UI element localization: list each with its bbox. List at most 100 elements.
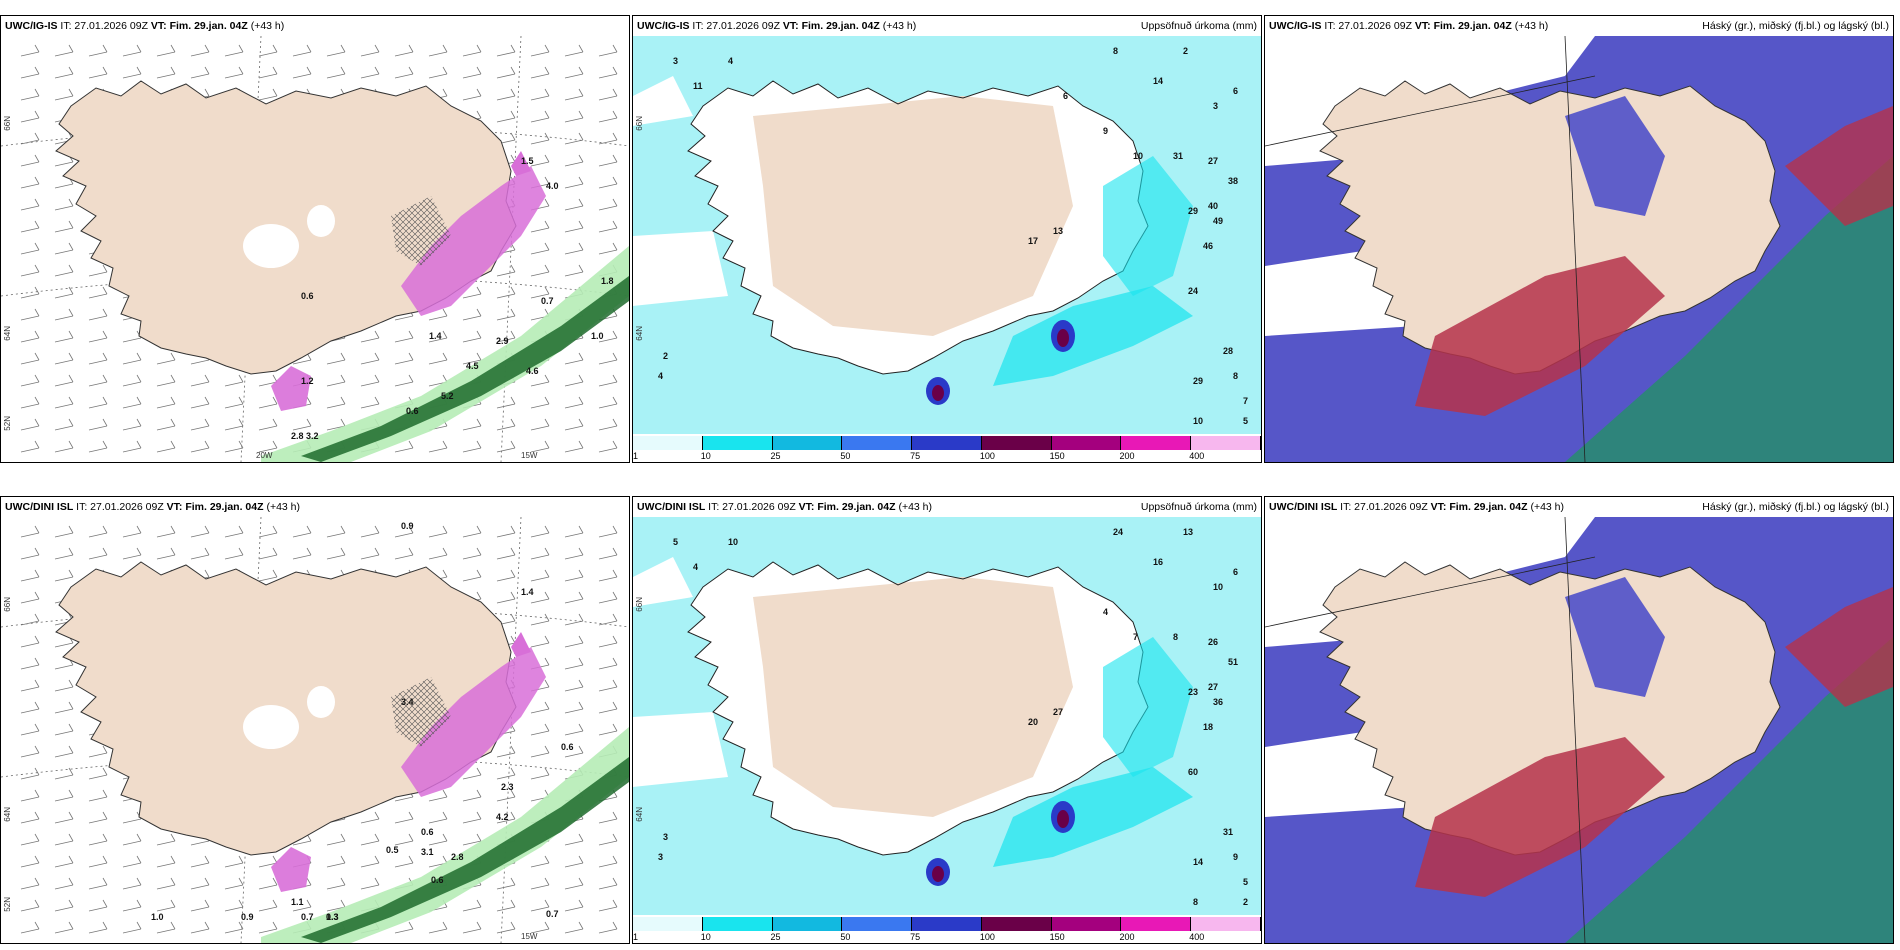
longitude-label: 15W	[521, 451, 538, 460]
colorbar-swatch	[842, 436, 913, 450]
colorbar-swatch	[842, 917, 913, 931]
map-value-label: 6	[1233, 567, 1239, 577]
map-value-label: 3.1	[421, 847, 434, 857]
map-value-label: 49	[1213, 216, 1224, 226]
map-value-label: 38	[1228, 176, 1239, 186]
colorbar-tick-label: 25	[770, 451, 781, 461]
map-value-label: 9	[1103, 126, 1109, 136]
panel-header: UWC/IG-IS IT: 27.01.2026 09Z VT: Fim. 29…	[1, 16, 629, 36]
map-value-label: 7	[1243, 396, 1249, 406]
init-time: IT: 27.01.2026 09Z	[1337, 501, 1431, 513]
map-value-label: 2.3	[501, 782, 514, 792]
precip-map	[633, 36, 1261, 462]
map-value-label: 1.4	[521, 587, 534, 597]
map-canvas	[1265, 36, 1893, 462]
colorbar-swatch	[1051, 436, 1122, 450]
map-value-label: 2	[663, 351, 669, 361]
map-value-label: 20	[1028, 717, 1039, 727]
map-value-label: 29	[1193, 376, 1204, 386]
colorbar-tick-label: 200	[1119, 932, 1135, 942]
map-value-label: 24	[1188, 286, 1199, 296]
map-value-label: 10	[728, 537, 739, 547]
lead-time: (+43 h)	[263, 501, 301, 513]
map-value-label: 4.2	[496, 812, 509, 822]
map-value-label: 18	[1203, 722, 1214, 732]
map-value-label: 27	[1053, 707, 1064, 717]
map-value-label: 1.5	[521, 156, 534, 166]
panel-title: Uppsöfnuð úrkoma (mm)	[1140, 20, 1257, 32]
latitude-label: 66N	[3, 116, 12, 131]
panel-5: UWC/DINI ISL IT: 27.01.2026 09Z VT: Fim.…	[1264, 496, 1894, 944]
valid-time: VT: Fim. 29.jan. 04Z	[150, 20, 248, 32]
colorbar-tick-label: 10	[700, 932, 711, 942]
valid-time: VT: Fim. 29.jan. 04Z	[798, 501, 896, 513]
lead-time: (+43 h)	[1527, 501, 1565, 513]
colorbar-swatch	[912, 917, 982, 931]
map-value-label: 1.0	[591, 331, 604, 341]
map-value-label: 10	[1133, 151, 1144, 161]
map-value-label: 5.2	[441, 391, 454, 401]
colorbar-swatch	[981, 436, 1052, 450]
map-value-label: 8	[1173, 632, 1179, 642]
map-value-label: 2	[1183, 46, 1189, 56]
init-time: IT: 27.01.2026 09Z	[1321, 20, 1415, 32]
colorbar-tick-label: 10	[700, 451, 711, 461]
valid-time: VT: Fim. 29.jan. 04Z	[782, 20, 880, 32]
map-value-label: 0.5	[386, 845, 399, 855]
map-value-label: 7	[1133, 632, 1139, 642]
map-value-label: 1.1	[291, 897, 304, 907]
map-value-label: 13	[1183, 527, 1194, 537]
map-value-label: 11	[693, 81, 703, 91]
panel-header: UWC/IG-IS IT: 27.01.2026 09Z VT: Fim. 29…	[1265, 16, 1893, 36]
valid-time: VT: Fim. 29.jan. 04Z	[1430, 501, 1528, 513]
colorbar-tick-label: 50	[840, 932, 851, 942]
map-value-label: 3	[673, 56, 679, 66]
map-value-label: 14	[1153, 76, 1164, 86]
colorbar-tick-label: 50	[840, 451, 851, 461]
map-value-label: 3.2	[306, 431, 319, 441]
map-value-label: 0.6	[406, 406, 419, 416]
map-value-label: 8	[1193, 897, 1199, 907]
colorbar-swatch	[1191, 436, 1261, 450]
map-value-label: 4	[728, 56, 734, 66]
colorbar-swatch	[981, 917, 1052, 931]
model-name: UWC/DINI ISL	[5, 501, 74, 513]
model-name: UWC/DINI ISL	[1269, 501, 1338, 513]
precip-map	[633, 517, 1261, 943]
map-value-label: 5	[1243, 416, 1249, 426]
map-value-label: 4.6	[526, 366, 539, 376]
map-value-label: 1.3	[326, 912, 339, 922]
latitude-label: 64N	[635, 807, 644, 822]
wind-map	[1, 517, 629, 943]
map-value-label: 29	[1188, 206, 1199, 216]
panel-header: UWC/IG-IS IT: 27.01.2026 09Z VT: Fim. 29…	[633, 16, 1261, 36]
panel-header: UWC/DINI ISL IT: 27.01.2026 09Z VT: Fim.…	[633, 497, 1261, 517]
precip-colorbar: 1 10 25 50 75 100 150 200 400	[633, 434, 1261, 462]
map-value-label: 5	[673, 537, 679, 547]
colorbar-tick-label: 75	[910, 932, 921, 942]
colorbar-tick-label: 100	[979, 451, 995, 461]
lead-time: (+43 h)	[247, 20, 285, 32]
model-name: UWC/DINI ISL	[637, 501, 706, 513]
latitude-label: 64N	[635, 326, 644, 341]
map-value-label: 1.8	[601, 276, 614, 286]
map-value-label: 3.4	[401, 697, 414, 707]
map-value-label: 27	[1208, 156, 1219, 166]
colorbar-tick-label: 1	[633, 932, 639, 942]
latitude-label: 64N	[3, 326, 12, 341]
latitude-label: 66N	[635, 116, 644, 131]
colorbar-tick-label: 75	[910, 451, 921, 461]
panel-0: UWC/IG-IS IT: 27.01.2026 09Z VT: Fim. 29…	[0, 15, 630, 463]
latitude-label: 64N	[3, 807, 12, 822]
map-value-label: 26	[1208, 637, 1219, 647]
latitude-label: 66N	[635, 597, 644, 612]
map-value-label: 4	[693, 562, 699, 572]
colorbar-swatch	[912, 436, 982, 450]
map-canvas	[633, 36, 1261, 462]
map-value-label: 3	[663, 832, 669, 842]
lead-time: (+43 h)	[879, 20, 917, 32]
longitude-label: 20W	[256, 451, 273, 460]
colorbar-tick-label: 400	[1189, 932, 1205, 942]
map-value-label: 51	[1228, 657, 1239, 667]
map-value-label: 0.6	[431, 875, 444, 885]
